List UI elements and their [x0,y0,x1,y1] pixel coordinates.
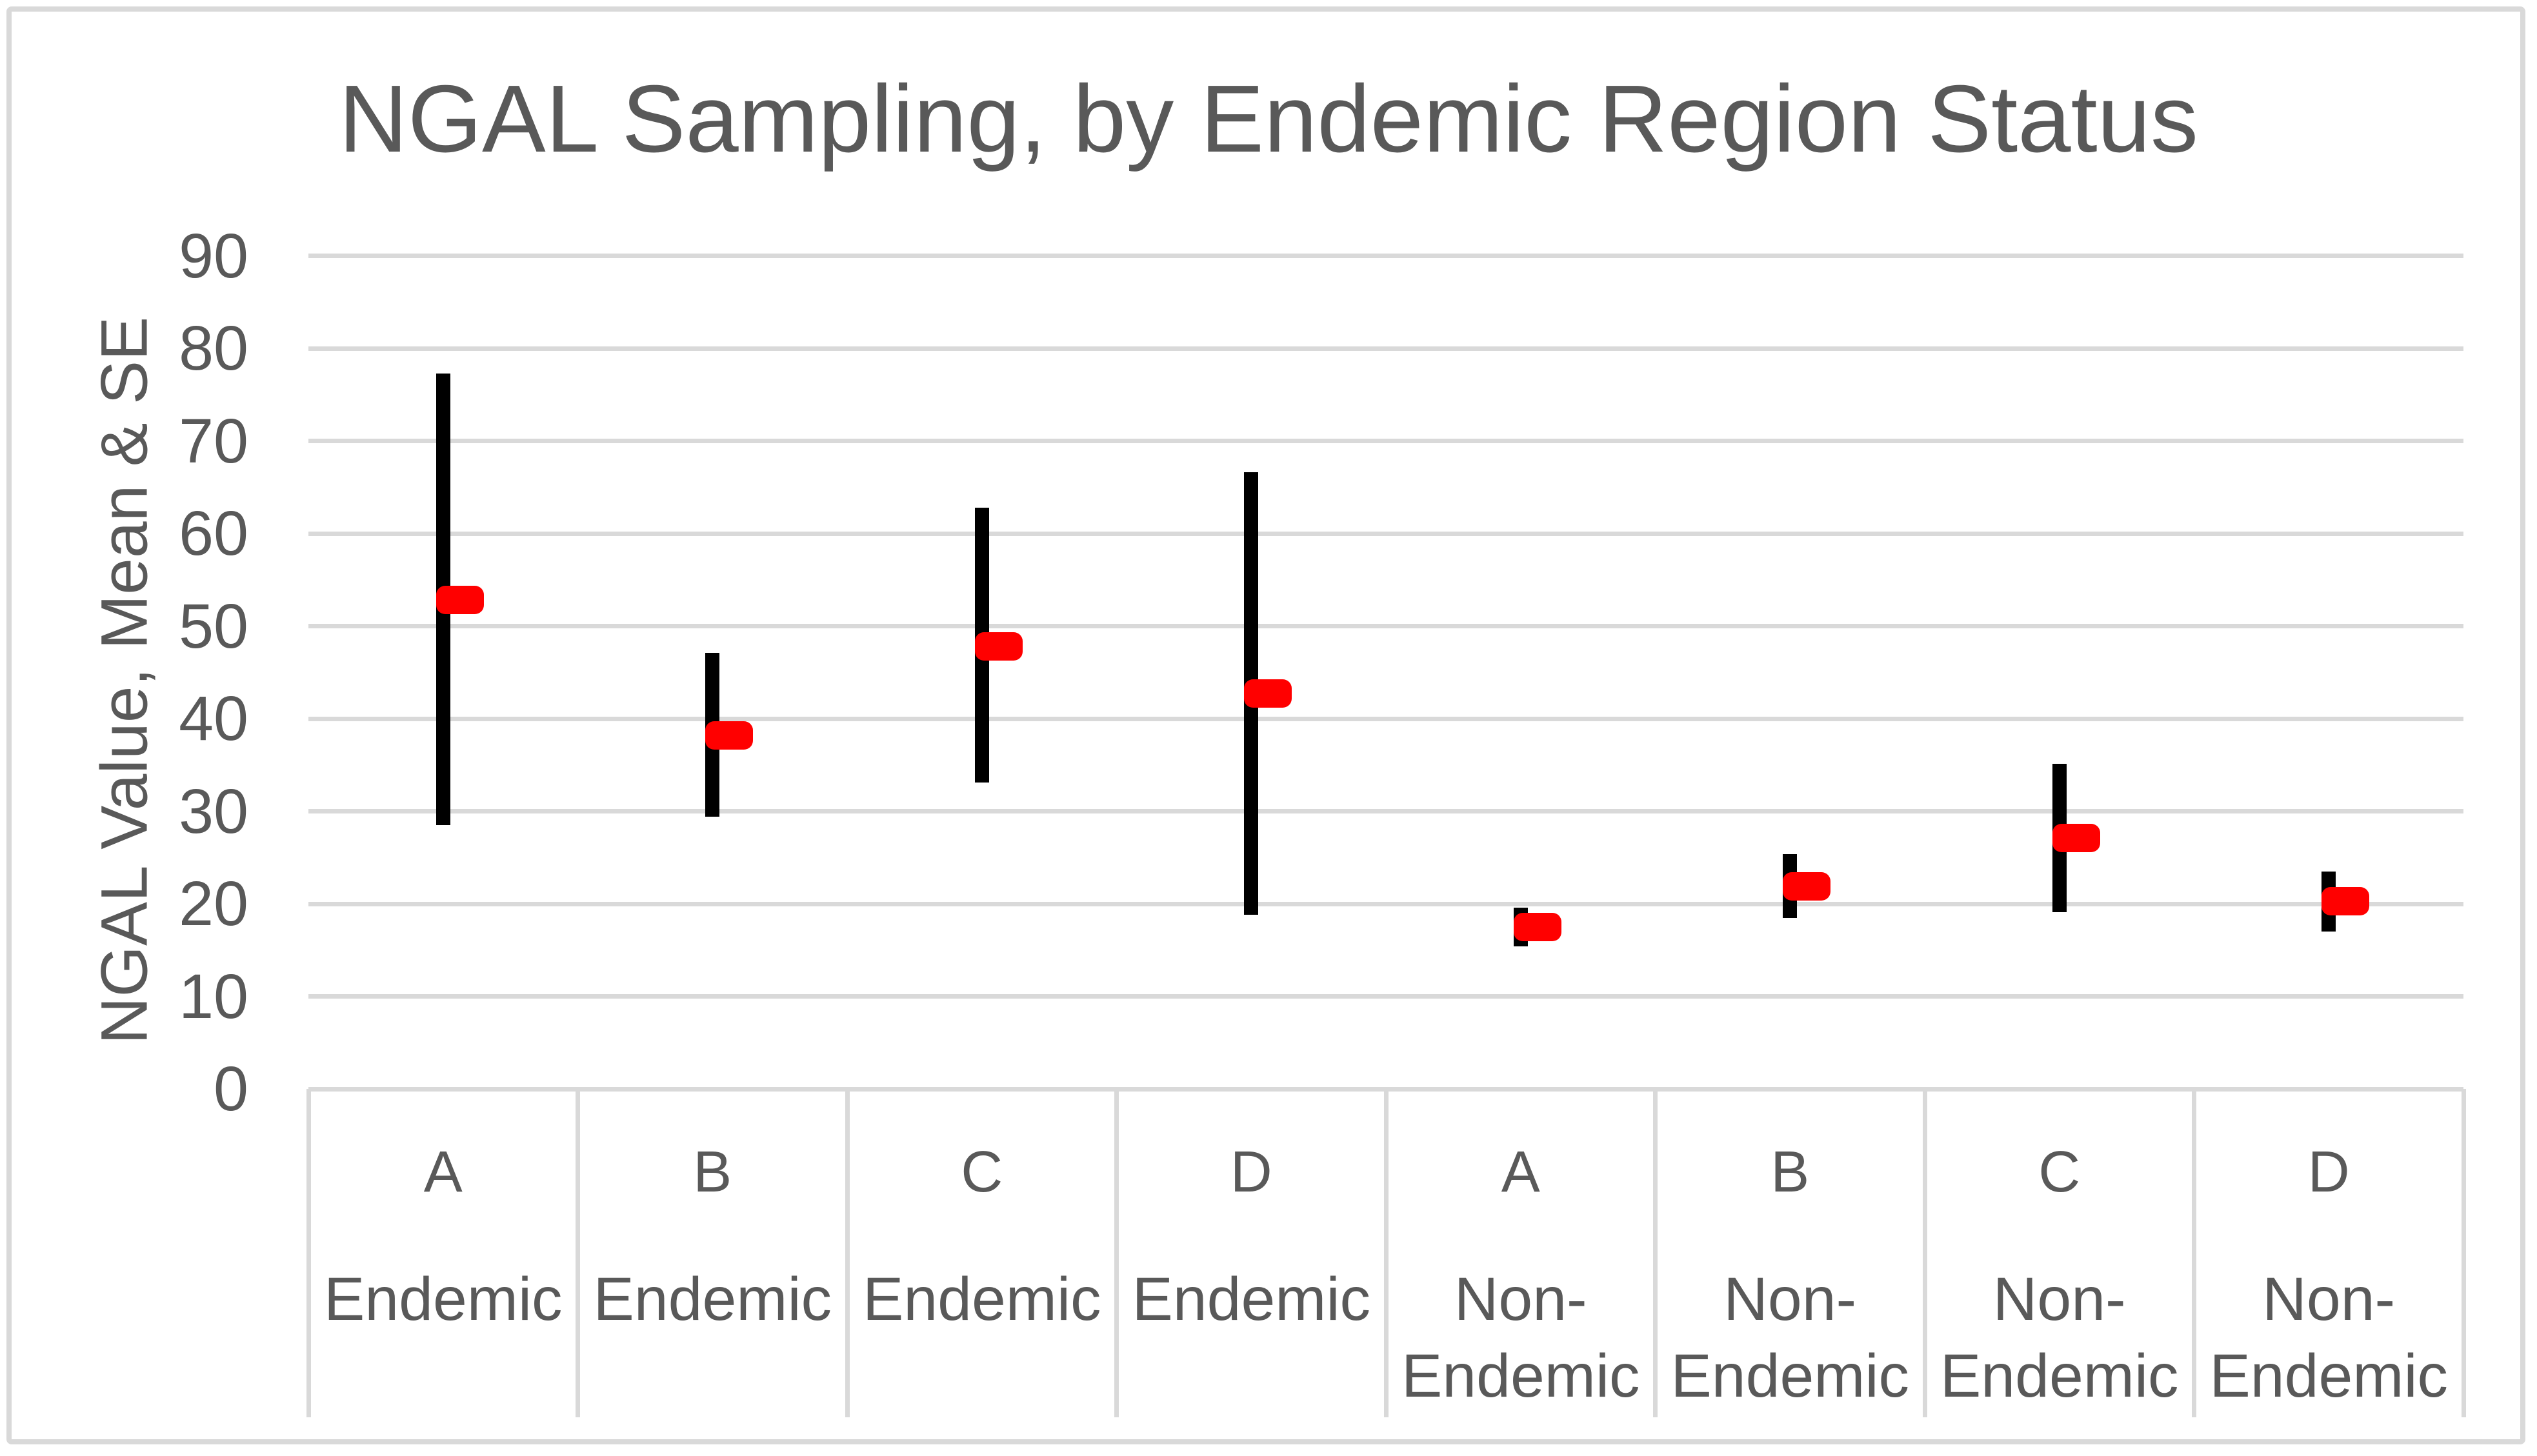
category-sample-label: A [423,1140,463,1204]
y-tick-label: 50 [179,590,248,661]
chart-title: NGAL Sampling, by Endemic Region Status [339,66,2198,172]
category-group-label: Non- Endemic [1401,1265,1640,1410]
category-cell: D Endemic [1117,1089,1387,1417]
category-separator-line [1653,1089,1658,1417]
mean-marker-A-Non-Endemic [1513,912,1561,941]
category-group-label: Non- Endemic [1940,1265,2179,1410]
chart-border-frame [6,6,2525,1444]
gridline [308,809,2463,813]
gridline [308,254,2463,258]
mean-marker-B-Endemic [705,721,754,750]
category-group-label: Non- Endemic [1670,1265,1910,1410]
category-separator-line [1114,1089,1119,1417]
category-cell: B Endemic [578,1089,848,1417]
category-separator-line [845,1089,850,1417]
mean-marker-D-Non-Endemic [2321,886,2370,915]
y-tick-label: 70 [179,405,248,476]
gridline [308,901,2463,906]
gridline [308,439,2463,443]
category-group-label: Endemic [323,1265,563,1333]
y-tick-label: 90 [179,220,248,291]
y-tick-label: 0 [214,1053,248,1124]
category-group-label: Endemic [593,1265,832,1333]
y-tick-label: 30 [179,775,248,846]
category-sample-label: D [1230,1140,1272,1204]
category-sample-label: B [1770,1140,1810,1204]
y-tick-label: 10 [179,961,248,1032]
y-tick-label: 60 [179,498,248,568]
y-tick-label: 80 [179,313,248,383]
category-cell: A Endemic [308,1089,578,1417]
category-cell: C Endemic [847,1089,1117,1417]
mean-marker-C-Endemic [974,632,1023,661]
category-separator-line [1922,1089,1927,1417]
y-tick-label: 20 [179,868,248,939]
category-separator-line [306,1089,311,1417]
category-cell: B Non- Endemic [1656,1089,1925,1417]
category-sample-label: C [2038,1140,2081,1204]
mean-marker-B-Non-Endemic [1783,872,1831,901]
gridline [308,716,2463,721]
y-tick-label: 40 [179,683,248,753]
mean-marker-D-Endemic [1244,679,1292,708]
category-cell: C Non- Endemic [1925,1089,2194,1417]
category-separator-line [2192,1089,2196,1417]
category-separator-line [2461,1089,2466,1417]
category-separator-line [1383,1089,1389,1417]
category-group-label: Endemic [1132,1265,1371,1333]
category-sample-label: C [961,1140,1003,1204]
category-sample-label: A [1501,1140,1540,1204]
category-sample-label: D [2307,1140,2350,1204]
mean-marker-C-Non-Endemic [2052,824,2100,853]
mean-marker-A-Endemic [436,586,484,615]
category-cell: D Non- Endemic [2194,1089,2464,1417]
category-group-label: Endemic [862,1265,1101,1333]
gridline [308,624,2463,628]
category-separator-line [576,1089,580,1417]
category-cell: A Non- Endemic [1386,1089,1656,1417]
gridline [308,346,2463,351]
category-sample-label: B [693,1140,732,1204]
gridline [308,531,2463,536]
gridline [308,994,2463,999]
category-group-label: Non- Endemic [2209,1265,2449,1410]
